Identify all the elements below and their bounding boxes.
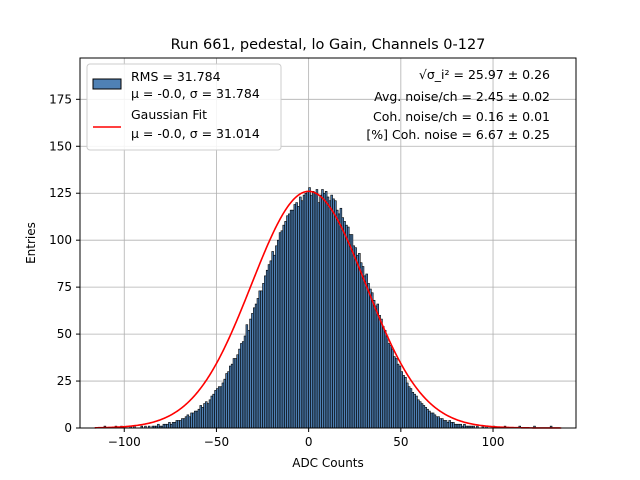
y-tick-label: 50 [57,327,72,341]
y-tick-label: 0 [64,421,72,435]
plot-frame [79,57,577,429]
y-tick-label: 100 [49,233,72,247]
y-tick-label: 25 [57,374,72,388]
legend-label-histogram-stats: μ = -0.0, σ = 31.784 [131,86,260,101]
y-tick-label: 175 [49,92,72,106]
legend-label-fit: Gaussian Fit [131,107,207,122]
x-axis-label: ADC Counts [292,456,364,470]
legend-label-fit-stats: μ = -0.0, σ = 31.014 [131,126,260,141]
annotation-avg-noise: Avg. noise/ch = 2.45 ± 0.02 [374,89,550,104]
y-axis-label: Entries [24,222,38,264]
annotation-coh-noise: Coh. noise/ch = 0.16 ± 0.01 [373,109,550,124]
y-tick-label: 150 [49,139,72,153]
annotation-coh-noise-percent: [%] Coh. noise = 6.67 ± 0.25 [366,127,550,142]
x-tick-label: −100 [108,435,141,449]
y-tick-label: 75 [57,280,72,294]
annotation-sigma: √σ_i² = 25.97 ± 0.26 [419,67,550,82]
y-tick-label: 125 [49,186,72,200]
legend-label-histogram: RMS = 31.784 [131,69,221,84]
legend-swatch-histogram [92,78,122,90]
fit-curve [94,190,562,429]
annotations: √σ_i² = 25.97 ± 0.26 Avg. noise/ch = 2.4… [366,67,550,142]
legend-box [86,63,282,151]
chart-title: Run 661, pedestal, lo Gain, Channels 0-1… [171,37,486,53]
x-tick-label: 100 [482,435,505,449]
x-tick-label: 0 [305,435,313,449]
histogram-bars [103,187,553,429]
gaussian-fit [94,190,562,429]
y-axis: 0 25 50 75 100 125 150 175 [49,92,80,435]
x-axis: −100 −50 0 50 100 [108,428,505,449]
x-tick-label: 50 [393,435,408,449]
x-tick-label: −50 [204,435,229,449]
legend: RMS = 31.784 μ = -0.0, σ = 31.784 Gaussi… [86,63,282,151]
